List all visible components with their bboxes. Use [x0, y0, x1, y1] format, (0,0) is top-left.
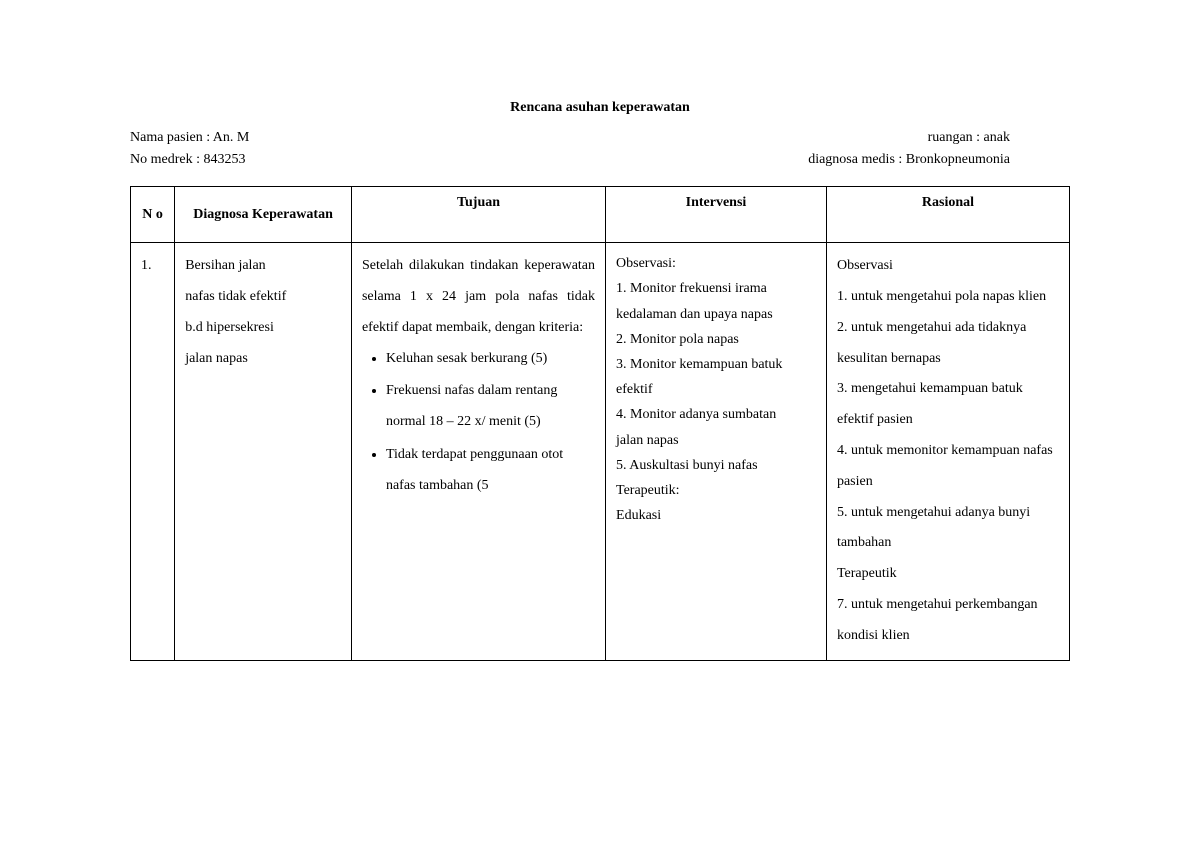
patient-header: Nama pasien : An. M ruangan : anak No me…	[130, 130, 1070, 168]
col-header-no: N o	[131, 187, 175, 243]
cell-intervensi: Observasi: 1. Monitor frekuensi irama ke…	[606, 243, 827, 660]
interv-line: Terapeutik:	[616, 478, 816, 503]
cell-diagnosa: Bersihan jalan nafas tidak efektif b.d h…	[175, 243, 352, 660]
diagnosa-medis: diagnosa medis : Bronkopneumonia	[808, 152, 1070, 168]
tujuan-bullet: Tidak terdapat penggunaan otot nafas tam…	[386, 440, 595, 502]
tujuan-bullet: Keluhan sesak berkurang (5)	[386, 344, 595, 375]
interv-line: 2. Monitor pola napas	[616, 327, 816, 352]
col-header-tujuan: Tujuan	[351, 187, 605, 243]
document-title: Rencana asuhan keperawatan	[130, 100, 1070, 116]
rasio-line: 3. mengetahui kemampuan batuk efektif pa…	[837, 374, 1059, 436]
cell-no: 1.	[131, 243, 175, 660]
cell-tujuan: Setelah dilakukan tindakan keperawatan s…	[351, 243, 605, 660]
cell-rasional: Observasi 1. untuk mengetahui pola napas…	[826, 243, 1069, 660]
rasio-line: 1. untuk mengetahui pola napas klien	[837, 282, 1059, 313]
header-no-text: N o	[141, 195, 164, 234]
ruangan: ruangan : anak	[928, 130, 1070, 146]
interv-line: jalan napas	[616, 428, 816, 453]
table-row: 1. Bersihan jalan nafas tidak efektif b.…	[131, 243, 1070, 660]
nama-pasien: Nama pasien : An. M	[130, 130, 249, 146]
interv-line: Edukasi	[616, 503, 816, 528]
interv-line: 5. Auskultasi bunyi nafas	[616, 453, 816, 478]
col-header-intervensi: Intervensi	[606, 187, 827, 243]
tujuan-intro: Setelah dilakukan tindakan keperawatan s…	[362, 251, 595, 343]
diag-line: jalan napas	[185, 344, 341, 375]
rasio-line: 5. untuk mengetahui adanya bunyi tambaha…	[837, 498, 1059, 560]
interv-line: Observasi:	[616, 251, 816, 276]
interv-line: 3. Monitor kemampuan batuk	[616, 352, 816, 377]
tujuan-bullet: Frekuensi nafas dalam rentang normal 18 …	[386, 376, 595, 438]
interv-line: 1. Monitor frekuensi irama	[616, 276, 816, 301]
rasio-line: Observasi	[837, 251, 1059, 282]
diag-line: nafas tidak efektif	[185, 282, 341, 313]
table-header-row: N o Diagnosa Keperawatan Tujuan Interven…	[131, 187, 1070, 243]
interv-line: efektif	[616, 377, 816, 402]
col-header-diagnosa: Diagnosa Keperawatan	[175, 187, 352, 243]
interv-line: 4. Monitor adanya sumbatan	[616, 402, 816, 427]
no-medrek: No medrek : 843253	[130, 152, 245, 168]
tujuan-bullets: Keluhan sesak berkurang (5) Frekuensi na…	[362, 344, 595, 502]
diag-line: Bersihan jalan	[185, 251, 341, 282]
col-header-rasional: Rasional	[826, 187, 1069, 243]
rasio-line: Terapeutik	[837, 559, 1059, 590]
rasio-line: 4. untuk memonitor kemampuan nafas pasie…	[837, 436, 1059, 498]
rasio-line: 7. untuk mengetahui perkembangan kondisi…	[837, 590, 1059, 652]
care-plan-table: N o Diagnosa Keperawatan Tujuan Interven…	[130, 186, 1070, 661]
rasio-line: 2. untuk mengetahui ada tidaknya kesulit…	[837, 313, 1059, 375]
interv-line: kedalaman dan upaya napas	[616, 302, 816, 327]
diag-line: b.d hipersekresi	[185, 313, 341, 344]
header-diagnosa-text: Diagnosa Keperawatan	[185, 195, 341, 234]
